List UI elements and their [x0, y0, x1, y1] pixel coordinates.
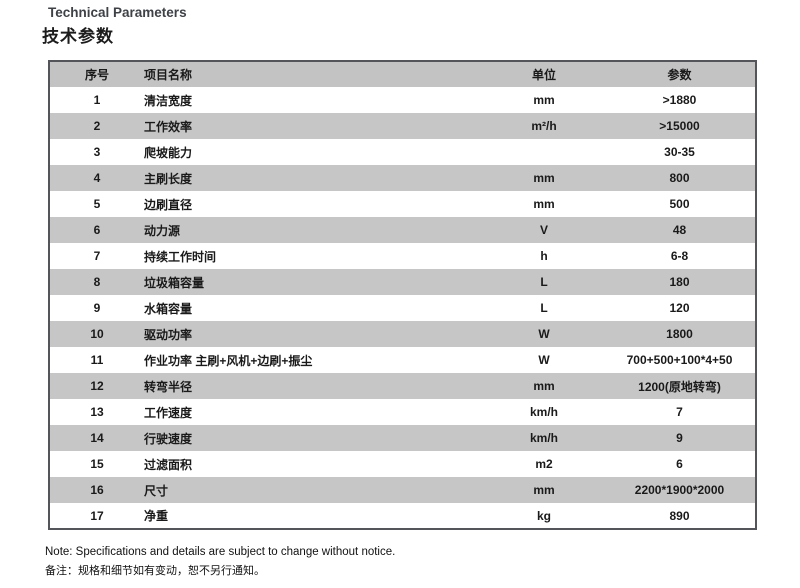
table-row: 9 水箱容量 L 120: [49, 295, 756, 321]
unit-cell: m²/h: [531, 119, 557, 133]
parameter-value-cell: 180: [669, 275, 690, 289]
parameter-value-cell: >15000: [659, 119, 700, 133]
parameter-value-cell: 800: [669, 171, 690, 185]
unit-cell: L: [540, 275, 548, 289]
parameter-value-cell: 500: [669, 197, 690, 211]
item-name-cell: 边刷直径: [144, 197, 193, 212]
table-row: 7 持续工作时间 h 6-8: [49, 243, 756, 269]
table-row: 16 尺寸 mm 2200*1900*2000: [49, 477, 756, 503]
page-title-chinese: 技术参数: [42, 27, 114, 46]
item-name-cell: 垃圾箱容量: [144, 275, 205, 290]
unit-cell: V: [539, 223, 548, 237]
table-row: 10 驱动功率 W 1800: [49, 321, 756, 347]
unit-cell: W: [538, 327, 550, 341]
parameter-value-cell: 6-8: [670, 249, 689, 263]
row-index-cell: 16: [90, 483, 104, 497]
unit-cell: h: [540, 249, 548, 263]
row-index-cell: 9: [93, 301, 101, 315]
row-index-cell: 11: [90, 353, 104, 367]
column-header-index: 序号: [84, 68, 109, 82]
unit-cell: mm: [533, 379, 555, 393]
unit-cell: m2: [535, 457, 553, 471]
unit-cell: L: [540, 301, 548, 315]
parameter-value-cell: 7: [676, 405, 683, 419]
unit-cell: km/h: [529, 431, 558, 445]
row-index-cell: 2: [93, 119, 101, 133]
unit-cell: kg: [536, 508, 551, 523]
item-name-cell: 工作速度: [144, 405, 193, 420]
parameter-value-cell: 1200(原地转弯): [638, 379, 721, 394]
item-name-cell: 工作效率: [144, 119, 193, 134]
item-name-cell: 尺寸: [144, 483, 169, 498]
parameter-value-cell: 30-35: [664, 145, 695, 159]
table-header-row: 序号 项目名称 单位 参数: [49, 61, 756, 87]
row-index-cell: 4: [93, 171, 101, 185]
technical-parameters-table: 序号 项目名称 单位 参数 1 清洁宽度 mm >1880 2 工作效率 m²/h >1500…: [48, 60, 757, 530]
page-title-english: Technical Parameters: [48, 5, 187, 20]
note-chinese: 备注：规格和细节如有变动，恕不另行通知。: [45, 565, 265, 577]
column-header-unit: 单位: [531, 68, 556, 82]
table-row: 13 工作速度 km/h 7: [49, 399, 756, 425]
item-name-cell: 作业功率 主刷+风机+边刷+振尘: [144, 353, 313, 368]
column-header-item-name: 项目名称: [144, 68, 193, 82]
row-index-cell: 17: [90, 508, 104, 523]
item-name-cell: 行驶速度: [144, 431, 193, 446]
row-index-cell: 3: [93, 145, 101, 159]
note-english: Note: Specifications and details are sub…: [45, 546, 396, 558]
item-name-cell: 过滤面积: [144, 457, 193, 472]
table-row: 3 爬坡能力 30-35: [49, 139, 756, 165]
row-index-cell: 13: [90, 405, 104, 419]
item-name-cell: 转弯半径: [144, 379, 193, 394]
table-row: 17 净重 kg 890: [49, 503, 756, 529]
parameter-value-cell: 2200*1900*2000: [634, 483, 725, 497]
parameter-value-cell: 890: [669, 508, 690, 523]
table-row: 8 垃圾箱容量 L 180: [49, 269, 756, 295]
row-index-cell: 7: [93, 249, 101, 263]
row-index-cell: 10: [90, 327, 104, 341]
unit-cell: km/h: [529, 405, 558, 419]
item-name-cell: 净重: [144, 509, 169, 523]
row-index-cell: 15: [90, 457, 104, 471]
parameter-value-cell: 6: [676, 457, 683, 471]
row-index-cell: 14: [90, 431, 104, 445]
table-row: 11 作业功率 主刷+风机+边刷+振尘 W 700+500+100*4+50: [49, 347, 756, 373]
parameter-value-cell: 120: [669, 301, 690, 315]
parameter-value-cell: 9: [676, 431, 683, 445]
row-index-cell: 8: [93, 275, 101, 289]
row-index-cell: 12: [90, 379, 104, 393]
table-row: 12 转弯半径 mm 1200(原地转弯): [49, 373, 756, 399]
item-name-cell: 主刷长度: [144, 171, 193, 186]
item-name-cell: 清洁宽度: [144, 93, 193, 108]
unit-cell: mm: [533, 483, 555, 497]
table-row: 14 行驶速度 km/h 9: [49, 425, 756, 451]
unit-cell: mm: [533, 197, 555, 211]
parameter-value-cell: 48: [672, 223, 687, 237]
table-row: 6 动力源 V 48: [49, 217, 756, 243]
item-name-cell: 水箱容量: [144, 301, 193, 316]
unit-cell: W: [538, 353, 550, 367]
table-body: 1 清洁宽度 mm >1880 2 工作效率 m²/h >15000 3 爬坡能力 30-35 4 主刷…: [49, 87, 756, 529]
row-index-cell: 5: [93, 197, 101, 211]
item-name-cell: 爬坡能力: [144, 145, 193, 160]
table-row: 4 主刷长度 mm 800: [49, 165, 756, 191]
row-index-cell: 1: [93, 93, 101, 107]
table-row: 15 过滤面积 m2 6: [49, 451, 756, 477]
row-index-cell: 6: [93, 223, 101, 237]
table-row: 2 工作效率 m²/h >15000: [49, 113, 756, 139]
unit-cell: mm: [533, 171, 555, 185]
parameter-value-cell: 1800: [666, 327, 693, 341]
unit-cell: mm: [533, 93, 555, 107]
table-row: 1 清洁宽度 mm >1880: [49, 87, 756, 113]
item-name-cell: 动力源: [144, 223, 181, 238]
item-name-cell: 驱动功率: [144, 327, 193, 342]
parameter-value-cell: >1880: [662, 93, 697, 107]
table-row: 5 边刷直径 mm 500: [49, 191, 756, 217]
unit-cell: [484, 139, 604, 165]
parameter-value-cell: 700+500+100*4+50: [626, 353, 733, 367]
item-name-cell: 持续工作时间: [144, 249, 217, 264]
column-header-parameter: 参数: [667, 68, 692, 82]
